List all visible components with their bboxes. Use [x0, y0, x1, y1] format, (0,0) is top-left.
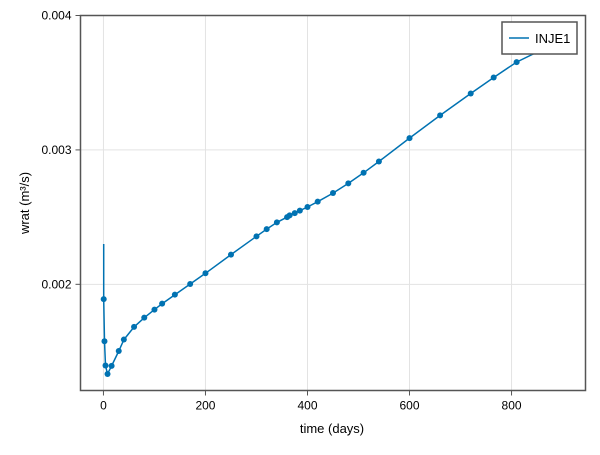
x-tick-label: 200: [195, 399, 215, 413]
data-point: [120, 336, 127, 343]
data-point: [159, 300, 166, 307]
data-point: [102, 362, 109, 369]
series-line: [102, 39, 563, 377]
ticks: 0 200 400 600 800 0.002 0.003 0.004: [41, 9, 521, 413]
data-point: [202, 270, 209, 277]
plot-frame: [79, 14, 587, 392]
x-tick-label: 400: [297, 399, 317, 413]
data-point: [253, 233, 260, 240]
series-inje1: [100, 36, 566, 377]
y-tick-label: 0.003: [41, 143, 71, 157]
x-tick-label: 0: [100, 399, 107, 413]
data-point: [187, 281, 194, 288]
data-point: [101, 338, 108, 345]
data-point: [263, 226, 270, 233]
data-point: [273, 219, 280, 226]
data-point: [345, 180, 352, 187]
y-tick-label: 0.002: [41, 277, 71, 291]
data-point: [171, 291, 178, 298]
x-axis-label: time (days): [300, 421, 364, 436]
data-point: [330, 190, 336, 197]
data-point: [406, 135, 413, 142]
data-point: [151, 306, 158, 313]
data-point: [131, 323, 138, 330]
data-point: [360, 169, 367, 176]
data-point: [490, 74, 497, 81]
y-tick-label: 0.004: [41, 9, 71, 23]
grid: [80, 15, 586, 391]
legend: INJE1: [501, 21, 578, 55]
data-point: [437, 112, 444, 119]
data-point: [227, 251, 234, 258]
data-point: [141, 314, 148, 321]
y-axis-label: wrat (m³/s): [17, 172, 32, 235]
data-point: [314, 198, 321, 205]
data-point: [286, 212, 293, 219]
data-point: [375, 158, 382, 165]
plot-area: [100, 36, 566, 377]
x-tick-label: 800: [502, 399, 522, 413]
data-point: [304, 204, 311, 211]
x-tick-label: 600: [399, 399, 419, 413]
data-point: [296, 207, 303, 214]
data-point: [104, 370, 111, 377]
data-point: [513, 59, 520, 66]
data-point: [108, 362, 115, 369]
legend-label-inje1: INJE1: [535, 31, 570, 46]
data-point: [100, 296, 107, 303]
legend-box: [501, 21, 578, 55]
data-point: [467, 90, 474, 97]
data-point: [115, 347, 122, 354]
data-point: [291, 210, 298, 217]
